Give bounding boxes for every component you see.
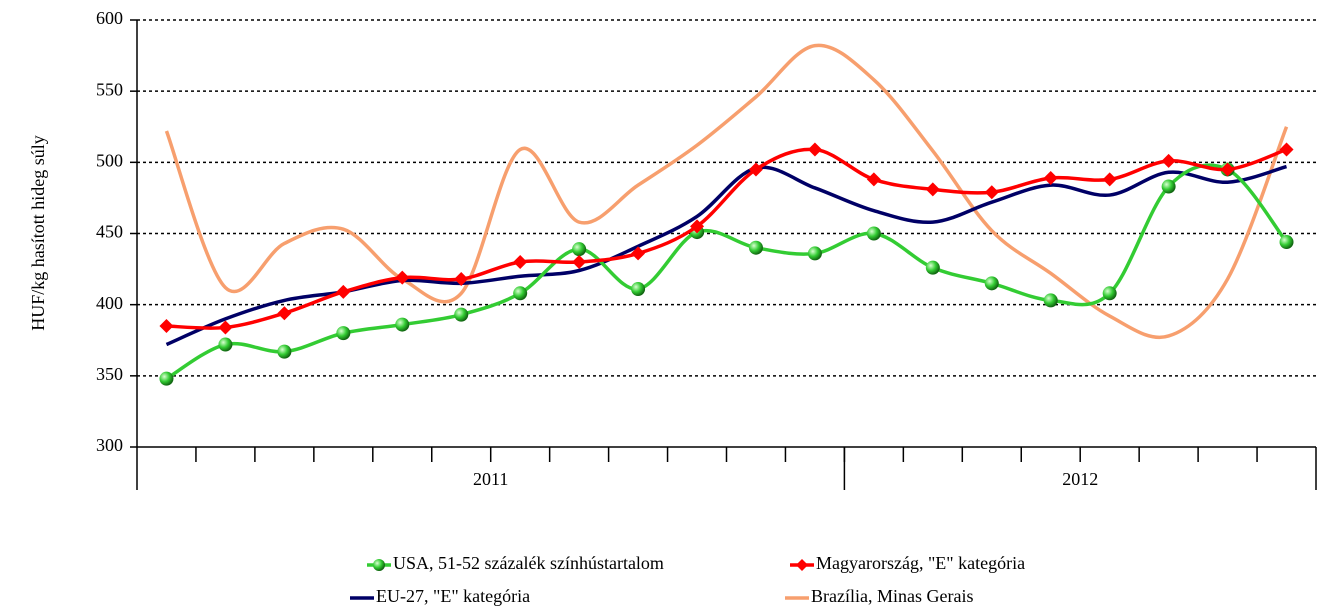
point — [277, 306, 292, 321]
legend-label: USA, 51-52 százalék színhústartalom — [393, 553, 664, 573]
point — [866, 172, 881, 187]
point — [690, 219, 705, 234]
y-tick-label: 400 — [96, 293, 123, 313]
y-tick-label: 600 — [96, 8, 123, 28]
y-tick-label: 350 — [96, 364, 123, 384]
point — [159, 371, 174, 386]
point — [925, 182, 940, 197]
y-tick-label: 550 — [96, 79, 123, 99]
legend-label: EU-27, "E" kategória — [376, 586, 530, 606]
point — [1161, 153, 1176, 168]
point — [513, 286, 528, 301]
point — [277, 344, 292, 359]
y-axis-label: HUF/kg hasított hideg súly — [28, 135, 48, 331]
point — [807, 142, 822, 157]
legend-label: Brazília, Minas Gerais — [811, 586, 973, 606]
point — [159, 319, 174, 334]
point — [748, 240, 763, 255]
y-tick-label: 300 — [96, 435, 123, 455]
year-label: 2012 — [1062, 469, 1098, 489]
point — [1043, 170, 1058, 185]
point — [984, 276, 999, 291]
point — [866, 226, 881, 241]
year-label: 2011 — [473, 469, 508, 489]
point — [454, 272, 469, 287]
point — [1279, 142, 1294, 157]
point — [748, 162, 763, 177]
point — [631, 246, 646, 261]
legend-marker — [373, 559, 385, 571]
point — [1102, 286, 1117, 301]
point — [1043, 293, 1058, 308]
point — [1102, 172, 1117, 187]
point — [454, 307, 469, 322]
series-line — [164, 43, 1289, 340]
point — [1279, 235, 1294, 250]
point — [572, 242, 587, 257]
point — [572, 254, 587, 269]
point — [984, 185, 999, 200]
point — [395, 270, 410, 285]
point — [1220, 162, 1235, 177]
point — [218, 320, 233, 335]
series-line — [165, 163, 1288, 381]
series-line — [165, 164, 1288, 347]
y-tick-label: 450 — [96, 222, 123, 242]
legend-label: Magyarország, "E" kategória — [816, 553, 1025, 573]
point — [218, 337, 233, 352]
y-tick-label: 500 — [96, 150, 123, 170]
point — [925, 260, 940, 275]
point — [1161, 179, 1176, 194]
point — [513, 254, 528, 269]
point — [336, 326, 351, 341]
point — [807, 246, 822, 261]
legend-marker — [796, 559, 808, 571]
point — [395, 317, 410, 332]
point — [336, 284, 351, 299]
series-line — [166, 147, 1288, 330]
point — [631, 282, 646, 297]
